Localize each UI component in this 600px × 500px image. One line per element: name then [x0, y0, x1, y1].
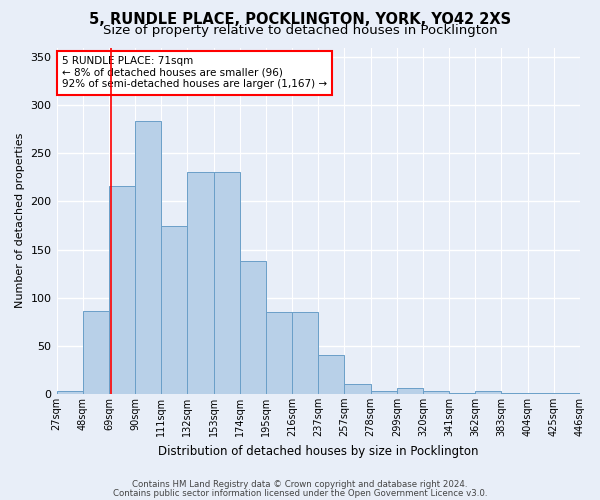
- Bar: [135, 120, 161, 394]
- Bar: [475, 391, 502, 394]
- Text: Contains public sector information licensed under the Open Government Licence v3: Contains public sector information licen…: [113, 489, 487, 498]
- Bar: [344, 384, 371, 394]
- Bar: [554, 393, 580, 394]
- Text: Size of property relative to detached houses in Pocklington: Size of property relative to detached ho…: [103, 24, 497, 37]
- Bar: [187, 172, 214, 394]
- Bar: [109, 186, 135, 394]
- Bar: [292, 312, 318, 394]
- Bar: [527, 393, 554, 394]
- Bar: [397, 388, 423, 394]
- X-axis label: Distribution of detached houses by size in Pocklington: Distribution of detached houses by size …: [158, 444, 479, 458]
- Bar: [161, 226, 187, 394]
- Bar: [449, 393, 475, 394]
- Bar: [266, 312, 292, 394]
- Y-axis label: Number of detached properties: Number of detached properties: [15, 133, 25, 308]
- Bar: [240, 261, 266, 394]
- Text: 5, RUNDLE PLACE, POCKLINGTON, YORK, YO42 2XS: 5, RUNDLE PLACE, POCKLINGTON, YORK, YO42…: [89, 12, 511, 28]
- Bar: [423, 391, 449, 394]
- Bar: [83, 311, 109, 394]
- Bar: [318, 356, 344, 394]
- Bar: [214, 172, 240, 394]
- Text: Contains HM Land Registry data © Crown copyright and database right 2024.: Contains HM Land Registry data © Crown c…: [132, 480, 468, 489]
- Bar: [371, 391, 397, 394]
- Text: 5 RUNDLE PLACE: 71sqm
← 8% of detached houses are smaller (96)
92% of semi-detac: 5 RUNDLE PLACE: 71sqm ← 8% of detached h…: [62, 56, 327, 90]
- Bar: [56, 391, 83, 394]
- Bar: [502, 393, 527, 394]
